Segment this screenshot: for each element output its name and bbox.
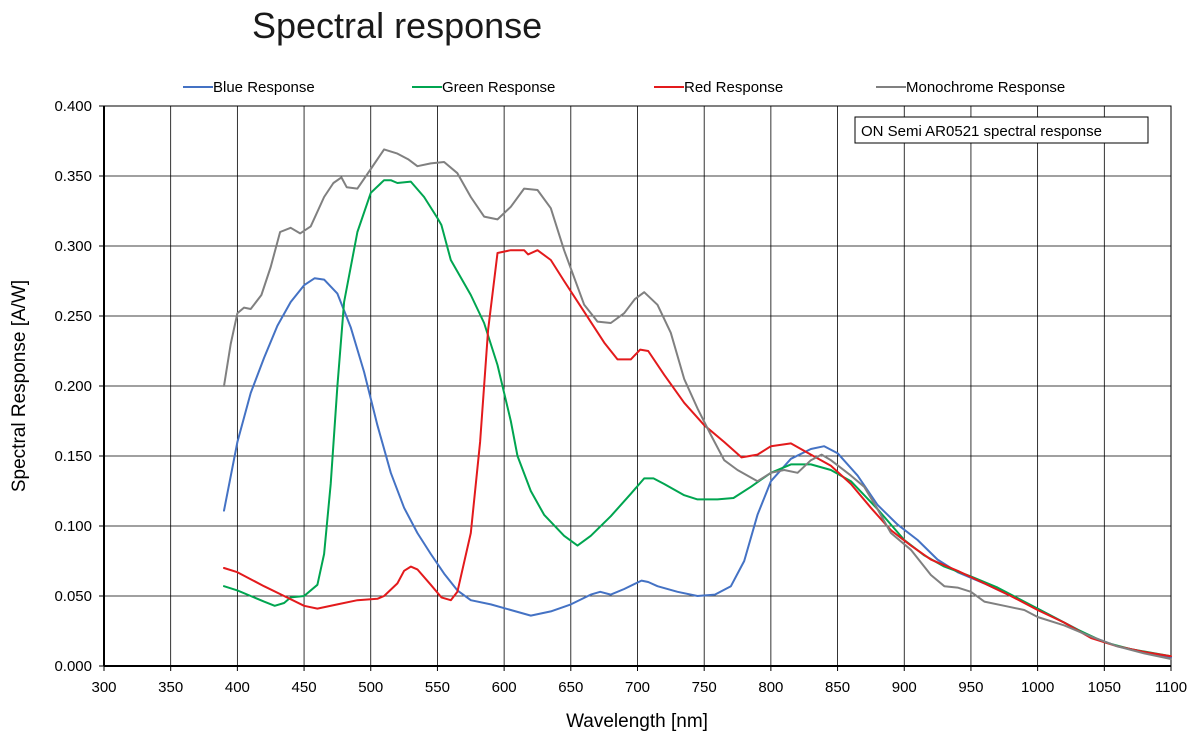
- chart-title: Spectral response: [252, 5, 542, 46]
- legend-item-blue-response: Blue Response: [183, 79, 315, 96]
- x-tick-label: 900: [892, 679, 917, 696]
- x-tick-label: 1050: [1088, 679, 1121, 696]
- x-axis-label: Wavelength [nm]: [566, 711, 708, 732]
- legend-label: Monochrome Response: [906, 79, 1065, 96]
- x-tick-label: 650: [558, 679, 583, 696]
- legend-item-green-response: Green Response: [412, 79, 555, 96]
- y-tick-label: 0.100: [54, 518, 92, 535]
- annotation-text: ON Semi AR0521 spectral response: [861, 123, 1102, 140]
- x-tick-label: 500: [358, 679, 383, 696]
- legend-label: Red Response: [684, 79, 783, 96]
- x-tick-label: 450: [292, 679, 317, 696]
- y-tick-label: 0.150: [54, 448, 92, 465]
- axes: [99, 105, 1172, 671]
- x-tick-labels: 300 350 400 450 500 550 600 650 700 750 800 850 900 9…: [91, 679, 1187, 696]
- legend-label: Green Response: [442, 79, 555, 96]
- series-line-red-response: [223, 249, 1172, 658]
- legend-item-monochrome-response: Monochrome Response: [876, 79, 1065, 96]
- y-tick-label: 0.350: [54, 168, 92, 185]
- legend-item-red-response: Red Response: [654, 79, 783, 96]
- x-tick-label: 400: [225, 679, 250, 696]
- x-tick-label: 1100: [1155, 679, 1187, 696]
- x-tick-label: 550: [425, 679, 450, 696]
- series-line-monochrome-response: [223, 148, 1172, 660]
- y-tick-label: 0.000: [54, 658, 92, 675]
- y-tick-labels: 0.000 0.050 0.100 0.150 0.200 0.250 0.300 0.350…: [54, 98, 92, 675]
- x-tick-label: 800: [758, 679, 783, 696]
- y-tick-label: 0.400: [54, 98, 92, 115]
- legend-label: Blue Response: [213, 79, 315, 96]
- annotation-box: ON Semi AR0521 spectral response: [854, 116, 1149, 144]
- y-axis-label: Spectral Response [A/W]: [9, 280, 30, 492]
- y-tick-label: 0.050: [54, 588, 92, 605]
- x-tick-label: 300: [91, 679, 116, 696]
- y-tick-label: 0.200: [54, 378, 92, 395]
- y-tick-label: 0.300: [54, 238, 92, 255]
- legend: Blue Response Green Response Red Response M…: [183, 79, 1065, 96]
- x-tick-label: 750: [692, 679, 717, 696]
- x-tick-label: 350: [158, 679, 183, 696]
- series-line-blue-response: [223, 277, 1172, 659]
- x-tick-label: 600: [492, 679, 517, 696]
- x-tick-label: 950: [958, 679, 983, 696]
- x-tick-label: 1000: [1021, 679, 1054, 696]
- x-tick-label: 700: [625, 679, 650, 696]
- x-tick-label: 850: [825, 679, 850, 696]
- series-layer: [223, 148, 1172, 660]
- y-tick-label: 0.250: [54, 308, 92, 325]
